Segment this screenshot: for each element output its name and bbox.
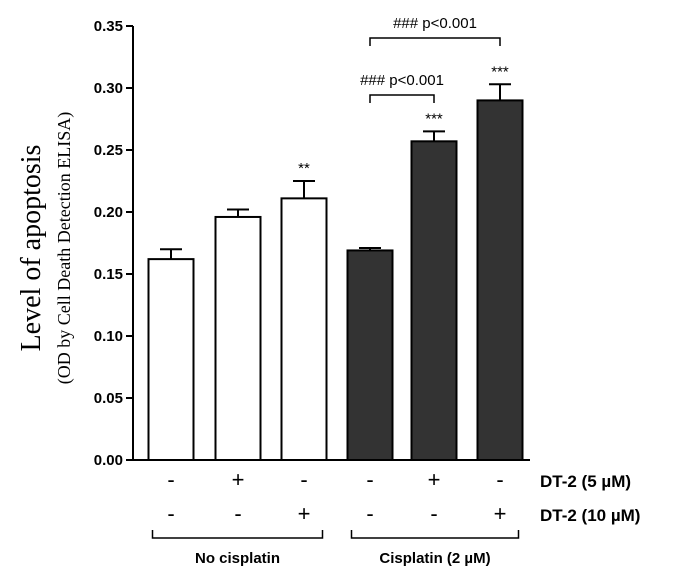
treatment-symbol: + [428, 467, 441, 492]
treatment-symbol: - [430, 501, 437, 526]
treatment-symbol: - [300, 467, 307, 492]
bar [147, 258, 195, 461]
y-tick-label: 0.15 [94, 266, 123, 283]
comparison-label: ### p<0.001 [393, 15, 477, 32]
y-tick-label: 0.20 [94, 204, 123, 221]
bar [476, 99, 524, 462]
y-tick-label: 0.05 [94, 390, 123, 407]
group-label: Cisplatin (2 µM) [379, 550, 490, 567]
significance-mark: *** [491, 63, 509, 80]
comparison-bracket [369, 94, 435, 103]
y-tick-label: 0.10 [94, 328, 123, 345]
group-bracket [350, 530, 520, 539]
bar [346, 249, 394, 461]
group-bracket [151, 530, 324, 539]
significance-mark: ** [298, 160, 310, 177]
bar [410, 140, 458, 461]
y-tick-label: 0.35 [94, 18, 123, 35]
y-axis-label-line2: (OD by Cell Death Detection ELISA) [54, 112, 75, 384]
treatment-symbol: - [167, 467, 174, 492]
treatment-symbol: + [232, 467, 245, 492]
treatment-row-label: DT-2 (5 µM) [540, 472, 631, 491]
significance-mark: *** [425, 110, 443, 127]
treatment-symbol: + [494, 501, 507, 526]
y-tick-label: 0.25 [94, 142, 123, 159]
treatment-symbol: + [298, 501, 311, 526]
treatment-symbol: - [366, 467, 373, 492]
comparison-bracket [369, 37, 501, 46]
plot-area: 0.000.050.100.150.200.250.300.35********… [94, 15, 641, 567]
treatment-row-label: DT-2 (10 µM) [540, 506, 640, 525]
bar [214, 215, 262, 461]
treatment-symbol: - [234, 501, 241, 526]
bar [280, 197, 328, 462]
treatment-symbol: - [366, 501, 373, 526]
comparison-label: ### p<0.001 [360, 72, 444, 89]
y-tick-label: 0.00 [94, 452, 123, 469]
y-axis-label-line1: Level of apoptosis [16, 145, 47, 352]
y-tick-label: 0.30 [94, 80, 123, 97]
group-label: No cisplatin [195, 550, 280, 567]
treatment-symbol: - [167, 501, 174, 526]
treatment-symbol: - [496, 467, 503, 492]
y-axis-label: Level of apoptosis (OD by Cell Death Det… [16, 112, 75, 384]
